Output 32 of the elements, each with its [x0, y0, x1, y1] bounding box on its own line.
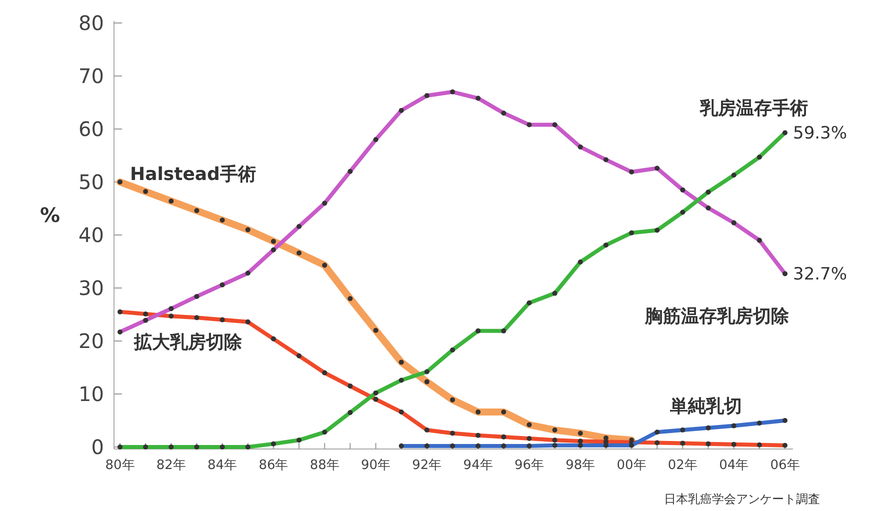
- y-tick-label: 50: [78, 170, 104, 194]
- y-tick-label: 80: [78, 11, 104, 35]
- x-tick-label: 88年: [310, 458, 340, 473]
- y-tick-label: 20: [78, 329, 104, 353]
- series-label: 拡大乳房切除: [133, 332, 243, 353]
- y-tick-label: 40: [78, 223, 104, 247]
- series-label: 乳房温存手術: [699, 98, 808, 119]
- x-tick-label: 84年: [208, 458, 238, 473]
- y-tick-label: 70: [78, 64, 104, 88]
- y-tick-label: 60: [78, 117, 104, 141]
- x-tick-label: 86年: [258, 458, 288, 473]
- x-tick-label: 80年: [105, 458, 135, 473]
- x-tick-label: 92年: [412, 458, 442, 473]
- x-tick-label: 82年: [156, 458, 186, 473]
- series-label: 単純乳切: [669, 396, 742, 417]
- x-tick-label: 00年: [616, 458, 646, 473]
- y-axis-title: %: [40, 203, 60, 227]
- annotation: 32.7%: [793, 264, 848, 285]
- series-label: 胸筋温存乳房切除: [644, 306, 790, 327]
- y-tick-label: 30: [78, 276, 104, 300]
- x-tick-label: 90年: [360, 458, 391, 473]
- series-label: Halstead手術: [130, 164, 256, 185]
- x-tick-label: 04年: [719, 458, 749, 473]
- x-tick-label: 98年: [566, 458, 596, 473]
- x-tick-label: 94年: [463, 458, 493, 473]
- y-tick-label: 10: [78, 382, 104, 406]
- annotation: 59.3%: [793, 124, 848, 144]
- x-tick-label: 96年: [514, 458, 544, 473]
- text: 日本乳癌学会アンケート調査: [664, 492, 820, 506]
- x-tick-label: 06年: [770, 458, 800, 473]
- x-tick-label: 02年: [668, 458, 698, 473]
- y-tick-label: 0: [91, 435, 104, 459]
